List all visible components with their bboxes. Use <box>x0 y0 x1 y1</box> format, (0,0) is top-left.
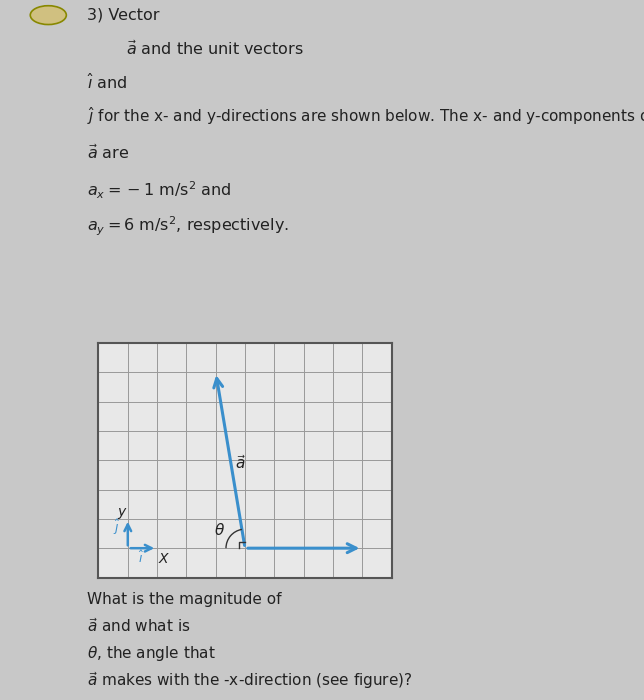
Text: $\hat{\jmath}$: $\hat{\jmath}$ <box>113 518 120 537</box>
Text: 3) Vector: 3) Vector <box>87 8 160 22</box>
Text: What is the magnitude of: What is the magnitude of <box>87 592 281 607</box>
Text: $\theta$, the angle that: $\theta$, the angle that <box>87 644 216 663</box>
Text: $\hat{\jmath}$ for the x- and y-directions are shown below. The x- and y-compone: $\hat{\jmath}$ for the x- and y-directio… <box>87 105 644 127</box>
Text: $\vec{a}$: $\vec{a}$ <box>235 454 246 472</box>
Text: $\theta$: $\theta$ <box>214 522 225 538</box>
Text: y: y <box>118 505 126 519</box>
Text: $a_y = 6\ \mathrm{m/s^2}$, respectively.: $a_y = 6\ \mathrm{m/s^2}$, respectively. <box>87 215 289 239</box>
Text: $a_x = -1\ \mathrm{m/s^2}$ and: $a_x = -1\ \mathrm{m/s^2}$ and <box>87 179 231 200</box>
Text: X: X <box>158 552 168 566</box>
Text: $\vec{a}$ are: $\vec{a}$ are <box>87 144 129 162</box>
Text: $\vec{a}$ and what is: $\vec{a}$ and what is <box>87 617 191 636</box>
Text: $\hat{\imath}$: $\hat{\imath}$ <box>138 550 144 566</box>
Text: $\hat{\imath}$ and: $\hat{\imath}$ and <box>87 73 127 92</box>
Text: $\vec{a}$ makes with the -x-direction (see figure)?: $\vec{a}$ makes with the -x-direction (s… <box>87 670 412 691</box>
Circle shape <box>30 6 66 25</box>
Text: $\vec{a}$ and the unit vectors: $\vec{a}$ and the unit vectors <box>126 40 303 58</box>
